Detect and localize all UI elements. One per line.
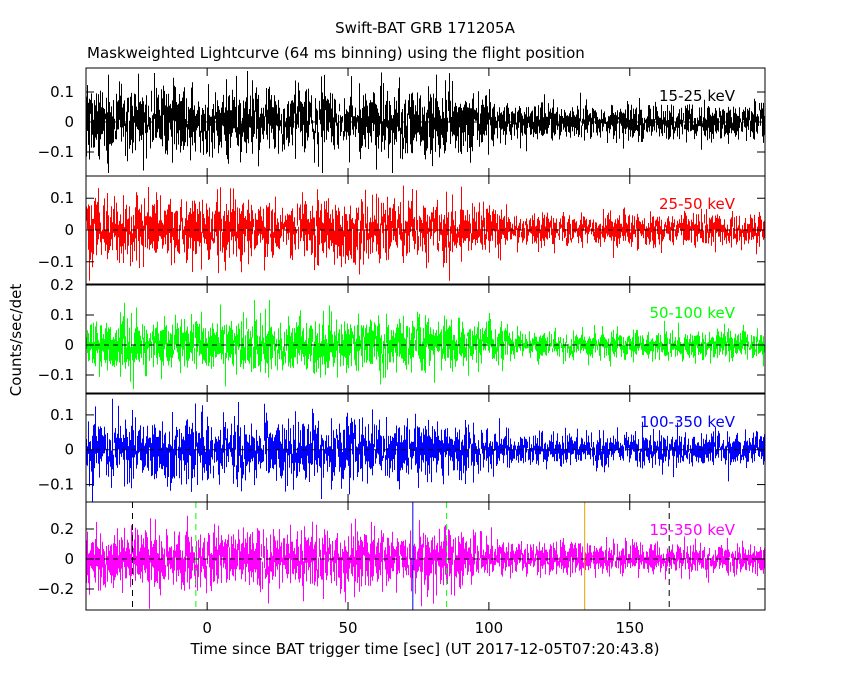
legend-15-350-kev: 15-350 keV bbox=[649, 521, 735, 539]
ytick-label-100-350-kev: 0 bbox=[64, 441, 74, 459]
legend-25-50-kev: 25-50 keV bbox=[659, 195, 736, 213]
ytick-label-15-350-kev: −0.2 bbox=[38, 580, 74, 598]
ytick-label-25-50-kev: 0 bbox=[64, 221, 74, 239]
ytick-label-25-50-kev: −0.1 bbox=[38, 253, 74, 271]
ytick-label-100-350-kev: −0.1 bbox=[38, 476, 74, 494]
legend-50-100-kev: 50-100 keV bbox=[649, 304, 735, 322]
ytick-label-50-100-kev: −0.1 bbox=[38, 366, 74, 384]
legend-100-350-kev: 100-350 keV bbox=[640, 413, 736, 431]
ytick-label-15-350-kev: 0 bbox=[64, 550, 74, 568]
panel-frame-50-100-kev bbox=[85, 284, 766, 394]
y-axis-label: Counts/sec/det bbox=[7, 283, 25, 397]
xtick-label: 0 bbox=[202, 619, 212, 637]
ytick-label-15-25-kev: 0.1 bbox=[50, 83, 74, 101]
xtick-label: 150 bbox=[615, 619, 644, 637]
xtick-label: 50 bbox=[338, 619, 357, 637]
xtick-label: 100 bbox=[475, 619, 504, 637]
chart-title: Swift-BAT GRB 171205A bbox=[335, 19, 515, 37]
panel-frame-15-350-kev bbox=[85, 501, 766, 611]
chart-subtitle: Maskweighted Lightcurve (64 ms binning) … bbox=[87, 44, 585, 62]
ytick-label-25-50-kev: 0.1 bbox=[50, 189, 74, 207]
ytick-label-15-25-kev: 0 bbox=[64, 113, 74, 131]
x-axis-label: Time since BAT trigger time [sec] (UT 20… bbox=[190, 640, 660, 658]
ytick-label-15-25-kev: −0.1 bbox=[38, 143, 74, 161]
ytick-label-15-350-kev: 0.2 bbox=[50, 520, 74, 538]
legend-15-25-kev: 15-25 keV bbox=[659, 87, 736, 105]
ytick-label-50-100-kev: 0.2 bbox=[50, 276, 74, 294]
ytick-label-50-100-kev: 0 bbox=[64, 336, 74, 354]
ytick-label-100-350-kev: 0.1 bbox=[50, 406, 74, 424]
ytick-label-50-100-kev: 0.1 bbox=[50, 306, 74, 324]
